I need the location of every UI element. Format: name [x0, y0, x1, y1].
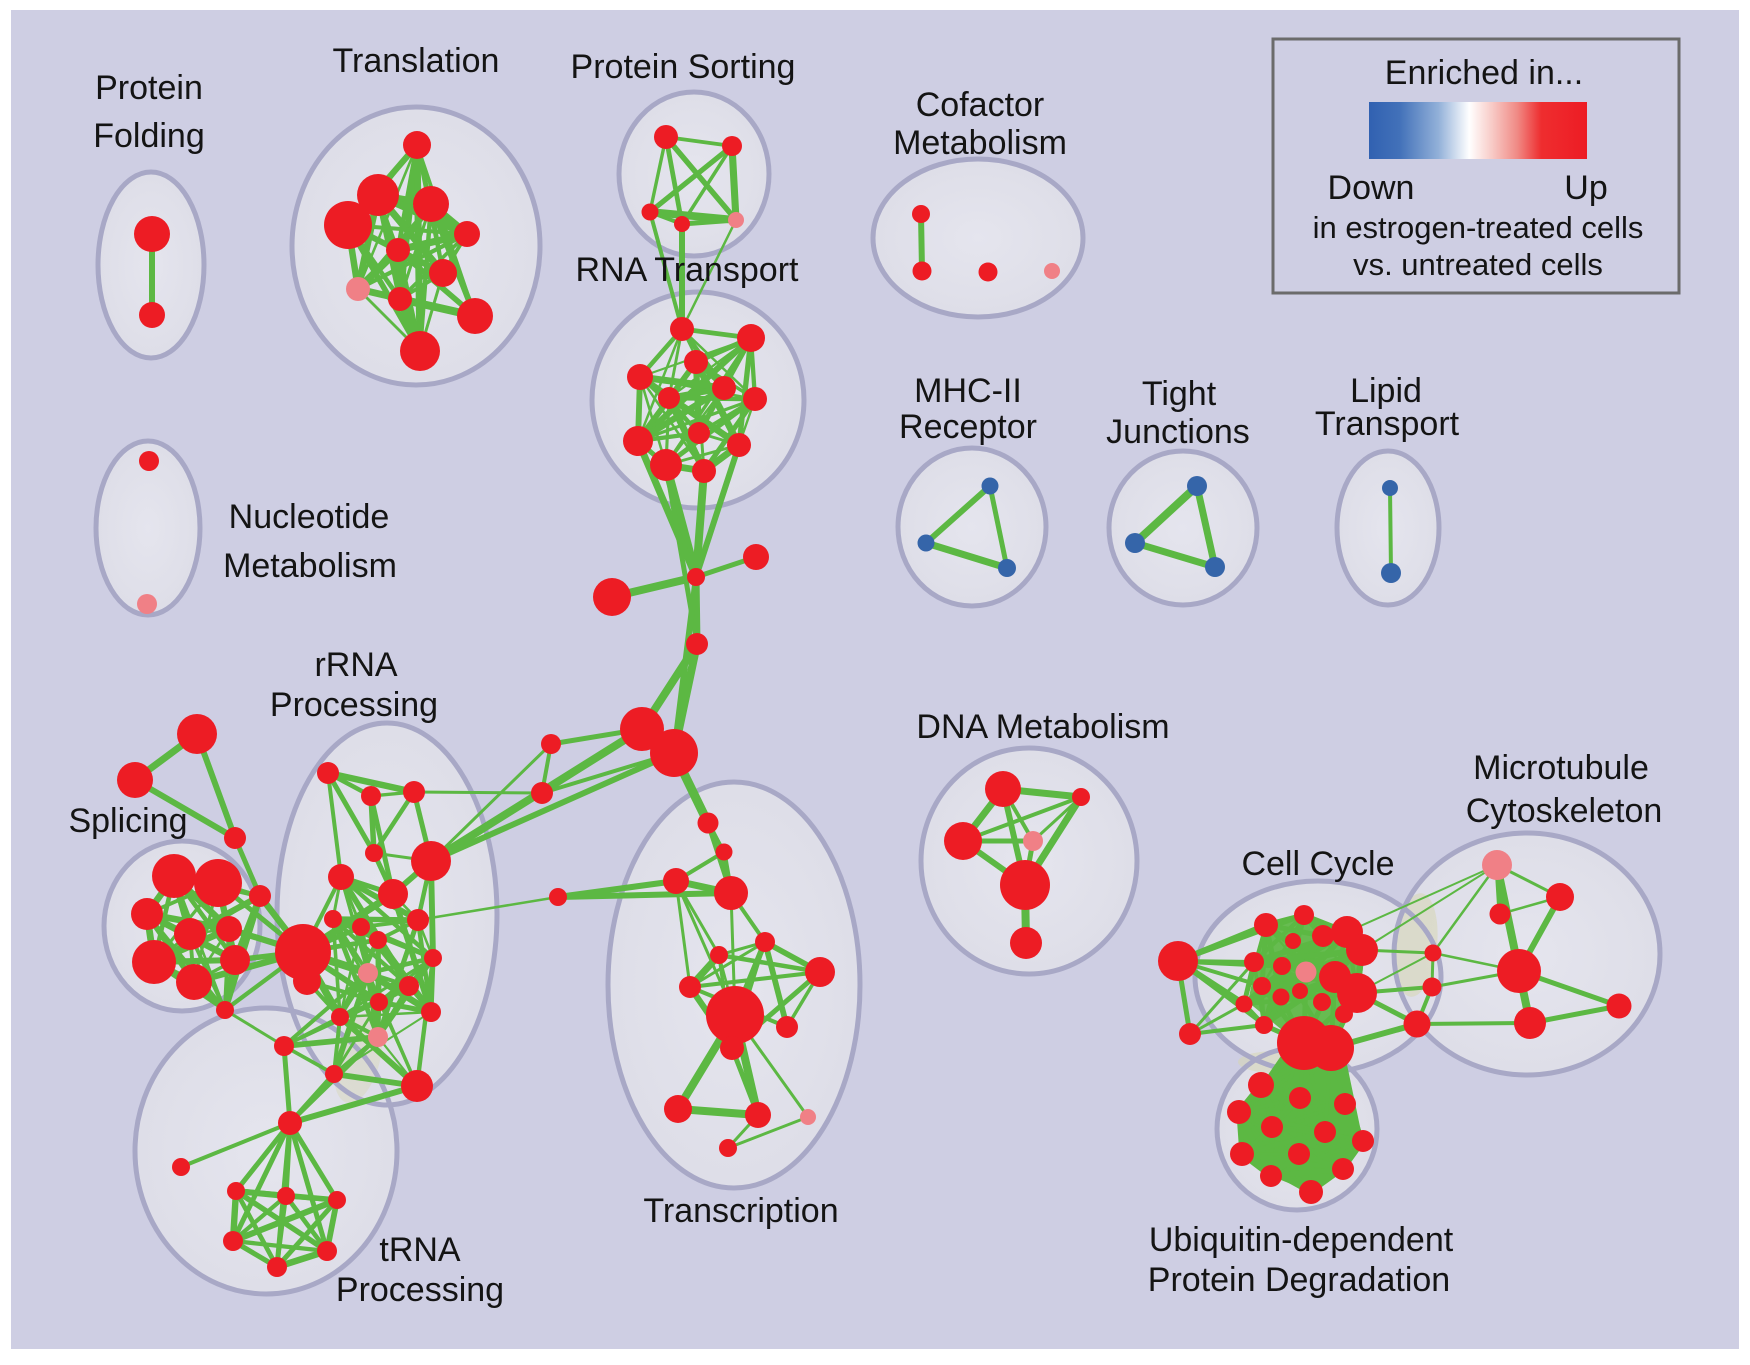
svg-text:Folding: Folding — [93, 117, 205, 155]
svg-text:DNA Metabolism: DNA Metabolism — [916, 708, 1169, 746]
svg-text:Protein Sorting: Protein Sorting — [571, 48, 796, 86]
svg-text:Junctions: Junctions — [1106, 413, 1250, 451]
svg-text:Receptor: Receptor — [899, 408, 1037, 446]
svg-text:Protein: Protein — [95, 69, 203, 107]
svg-text:Translation: Translation — [333, 42, 500, 80]
svg-text:Transport: Transport — [1315, 405, 1460, 443]
svg-text:vs. untreated cells: vs. untreated cells — [1353, 247, 1603, 282]
svg-text:Cofactor: Cofactor — [916, 86, 1045, 124]
svg-text:RNA Transport: RNA Transport — [576, 251, 800, 289]
svg-text:Protein Degradation: Protein Degradation — [1148, 1261, 1450, 1299]
svg-text:Metabolism: Metabolism — [223, 547, 397, 585]
svg-text:Down: Down — [1328, 169, 1415, 207]
svg-text:Cell Cycle: Cell Cycle — [1241, 845, 1394, 883]
svg-text:rRNA: rRNA — [314, 646, 397, 684]
svg-text:Up: Up — [1564, 169, 1607, 207]
svg-text:Ubiquitin-dependent: Ubiquitin-dependent — [1149, 1221, 1454, 1259]
svg-text:MHC-II: MHC-II — [914, 372, 1022, 410]
svg-text:Processing: Processing — [336, 1271, 504, 1309]
svg-text:Microtubule: Microtubule — [1473, 749, 1649, 787]
svg-text:tRNA: tRNA — [379, 1231, 461, 1269]
svg-text:Transcription: Transcription — [643, 1192, 838, 1230]
svg-text:Enriched in...: Enriched in... — [1385, 54, 1583, 92]
svg-text:Nucleotide: Nucleotide — [229, 498, 390, 536]
svg-text:Metabolism: Metabolism — [893, 124, 1067, 162]
svg-text:Processing: Processing — [270, 686, 438, 724]
svg-text:Tight: Tight — [1142, 375, 1217, 413]
svg-text:Lipid: Lipid — [1350, 372, 1422, 410]
svg-text:in estrogen-treated cells: in estrogen-treated cells — [1313, 210, 1644, 245]
svg-text:Cytoskeleton: Cytoskeleton — [1466, 792, 1663, 830]
svg-text:Splicing: Splicing — [68, 802, 187, 840]
